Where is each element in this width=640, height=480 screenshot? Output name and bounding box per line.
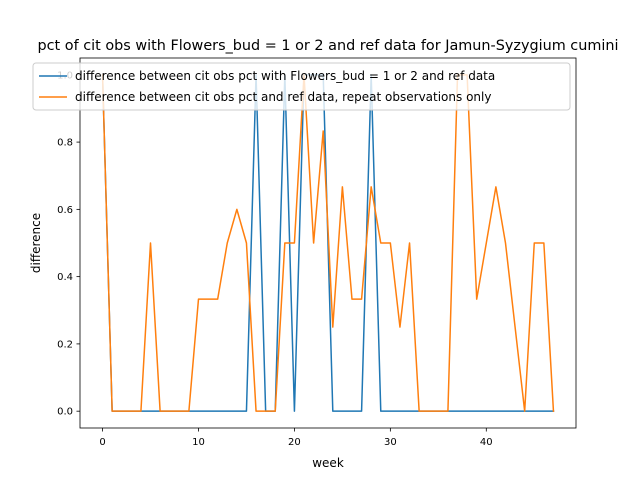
- y-tick-label: 0.6: [57, 205, 73, 216]
- y-axis-label: difference: [29, 213, 43, 273]
- x-tick-label: 30: [384, 437, 397, 448]
- x-tick-label: 10: [192, 437, 205, 448]
- y-tick-label: 0.8: [57, 138, 73, 149]
- legend: difference between cit obs pct with Flow…: [32, 62, 571, 111]
- plot-frame: [79, 57, 577, 429]
- x-axis-label: week: [312, 456, 344, 470]
- series-layer: [101, 74, 555, 412]
- y-tick-label: 0.2: [57, 339, 73, 350]
- legend-box: [32, 62, 571, 111]
- chart-title: pct of cit obs with Flowers_bud = 1 or 2…: [38, 38, 619, 54]
- legend-label-1: difference between cit obs pct with Flow…: [75, 69, 495, 83]
- x-tick-label: 40: [480, 437, 493, 448]
- legend-label-2: difference between cit obs pct and ref d…: [75, 90, 491, 104]
- x-tick-label: 20: [288, 437, 301, 448]
- series-line-2: [101, 74, 555, 412]
- y-tick-label: 0.4: [57, 272, 73, 283]
- x-tick-label: 0: [99, 437, 105, 448]
- y-tick-label: 0.0: [57, 407, 73, 418]
